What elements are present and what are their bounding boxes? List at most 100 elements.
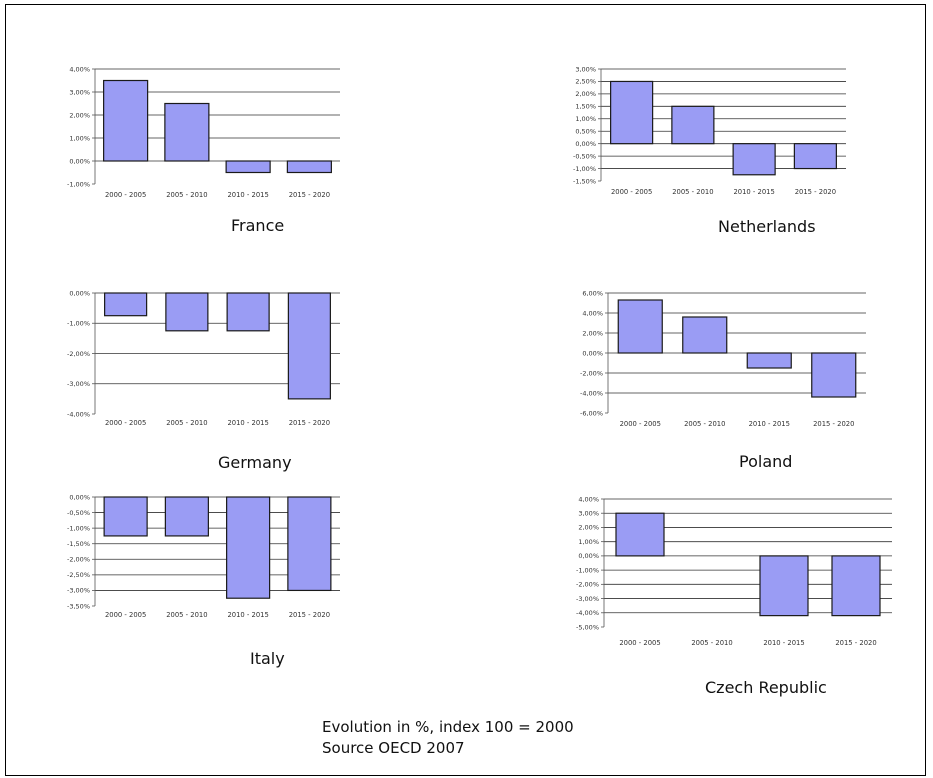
bar <box>746 352 792 369</box>
y-tick-label: 0,00% <box>582 349 603 357</box>
y-tick-label: -2,00% <box>67 556 90 564</box>
y-tick-label: 2,50% <box>575 78 596 86</box>
chart-title: Poland <box>739 452 793 471</box>
y-tick-label: -3,00% <box>67 380 90 388</box>
y-tick-label: -2,00% <box>67 350 90 358</box>
x-tick-label: 2000 - 2005 <box>620 420 661 428</box>
x-tick-label: 2010 - 2015 <box>749 420 790 428</box>
bar <box>226 292 270 332</box>
y-tick-label: -2,50% <box>67 571 90 579</box>
x-tick-label: 2005 - 2010 <box>684 420 725 428</box>
x-tick-label: 2000 - 2005 <box>105 611 146 619</box>
x-tick-label: 2005 - 2010 <box>672 188 713 196</box>
y-tick-label: 1,50% <box>575 103 596 111</box>
bar <box>164 496 209 537</box>
bar <box>671 105 715 145</box>
y-tick-label: 2,00% <box>575 90 596 98</box>
y-tick-label: -1,50% <box>573 177 596 185</box>
chart-title: France <box>231 216 285 235</box>
y-tick-label: 0,00% <box>69 289 90 297</box>
bar <box>164 102 210 162</box>
x-tick-label: 2015 - 2020 <box>835 639 876 647</box>
x-tick-label: 2015 - 2020 <box>289 611 330 619</box>
y-tick-label: 1,00% <box>575 115 596 123</box>
y-tick-label: -1,00% <box>573 165 596 173</box>
x-tick-label: 2000 - 2005 <box>105 191 146 199</box>
footer-source: Source OECD 2007 <box>322 739 465 757</box>
bar <box>103 79 149 162</box>
chart-italy: 0,00% -0,50% -1,00% -1,50% -2,00% -2,50% -3,00… <box>67 493 340 619</box>
bar <box>811 352 857 398</box>
bar <box>831 555 881 617</box>
bar <box>682 316 728 354</box>
chart-netherlands: 3,00% 2,50% 2,00% 1,50% 1,00% 0,50% 0,00% -0,50… <box>573 65 846 196</box>
x-tick-label: 2005 - 2010 <box>166 611 207 619</box>
x-tick-label: 2015 - 2020 <box>795 188 836 196</box>
y-tick-label: -4,00% <box>580 389 603 397</box>
x-tick-label: 2005 - 2010 <box>691 639 732 647</box>
y-tick-label: 0,00% <box>69 157 90 165</box>
x-tick-label: 2000 - 2005 <box>619 639 660 647</box>
y-tick-label: -5,00% <box>576 623 599 631</box>
x-tick-label: 2015 - 2020 <box>813 420 854 428</box>
bar <box>617 299 663 354</box>
x-tick-label: 2010 - 2015 <box>227 191 268 199</box>
chart-germany: 0,00% -1,00% -2,00% -3,00% -4,00% 2000 - 2005… <box>67 289 340 427</box>
chart-poland: 6,00% 4,00% 2,00% 0,00% -2,00% -4,00% -6,00% 20… <box>580 289 866 428</box>
y-tick-label: 0,00% <box>575 140 596 148</box>
y-tick-label: 4,00% <box>582 309 603 317</box>
y-tick-label: -2,00% <box>576 581 599 589</box>
bar <box>226 496 271 599</box>
bar <box>165 292 209 332</box>
y-tick-label: -1,00% <box>576 566 599 574</box>
bar <box>103 496 148 537</box>
chart-czech-republic: 4,00% 3,00% 2,00% 1,00% 0,00% -1,00% -2,00% -3,… <box>576 495 892 647</box>
y-tick-label: -6,00% <box>580 409 603 417</box>
y-tick-label: 4,00% <box>69 65 90 73</box>
bar <box>287 496 332 592</box>
y-tick-label: -3,50% <box>67 602 90 610</box>
bar <box>615 512 665 557</box>
y-tick-label: 1,00% <box>69 134 90 142</box>
y-tick-label: -0,50% <box>67 509 90 517</box>
footer-note: Evolution in %, index 100 = 2000 <box>322 718 574 736</box>
y-tick-label: -4,00% <box>576 609 599 617</box>
y-tick-label: 0,00% <box>578 552 599 560</box>
y-tick-label: -0,50% <box>573 152 596 160</box>
y-tick-label: -2,00% <box>580 369 603 377</box>
bar <box>287 292 331 400</box>
y-tick-label: -1,00% <box>67 180 90 188</box>
x-tick-label: 2010 - 2015 <box>733 188 774 196</box>
chart-title: Italy <box>250 649 285 668</box>
y-tick-label: 3,00% <box>578 510 599 518</box>
bar <box>732 143 776 176</box>
chart-france: 4,00% 3,00% 2,00% 1,00% 0,00% -1,00% 2000 - 20… <box>67 65 340 199</box>
y-tick-label: 1,00% <box>578 538 599 546</box>
y-tick-label: 6,00% <box>582 289 603 297</box>
x-tick-label: 2005 - 2010 <box>166 191 207 199</box>
y-tick-label: -1,50% <box>67 540 90 548</box>
bar <box>225 160 271 174</box>
x-tick-label: 2000 - 2005 <box>105 419 146 427</box>
chart-title: Netherlands <box>718 217 816 236</box>
y-tick-label: 0,00% <box>69 493 90 501</box>
x-tick-label: 2000 - 2005 <box>611 188 652 196</box>
y-tick-label: 3,00% <box>69 88 90 96</box>
x-tick-label: 2010 - 2015 <box>763 639 804 647</box>
y-tick-label: -1,00% <box>67 320 90 328</box>
x-tick-label: 2010 - 2015 <box>227 419 268 427</box>
x-tick-label: 2015 - 2020 <box>289 191 330 199</box>
x-tick-label: 2005 - 2010 <box>166 419 207 427</box>
y-tick-label: 3,00% <box>575 65 596 73</box>
y-tick-label: -3,00% <box>67 587 90 595</box>
y-tick-label: 4,00% <box>578 495 599 503</box>
bar <box>759 555 809 617</box>
bar <box>286 160 332 174</box>
bar <box>610 80 654 145</box>
y-tick-label: 0,50% <box>575 128 596 136</box>
chart-title: Czech Republic <box>705 678 827 697</box>
y-tick-label: -4,00% <box>67 410 90 418</box>
x-tick-label: 2010 - 2015 <box>227 611 268 619</box>
bar <box>104 292 148 317</box>
y-tick-label: -1,00% <box>67 524 90 532</box>
